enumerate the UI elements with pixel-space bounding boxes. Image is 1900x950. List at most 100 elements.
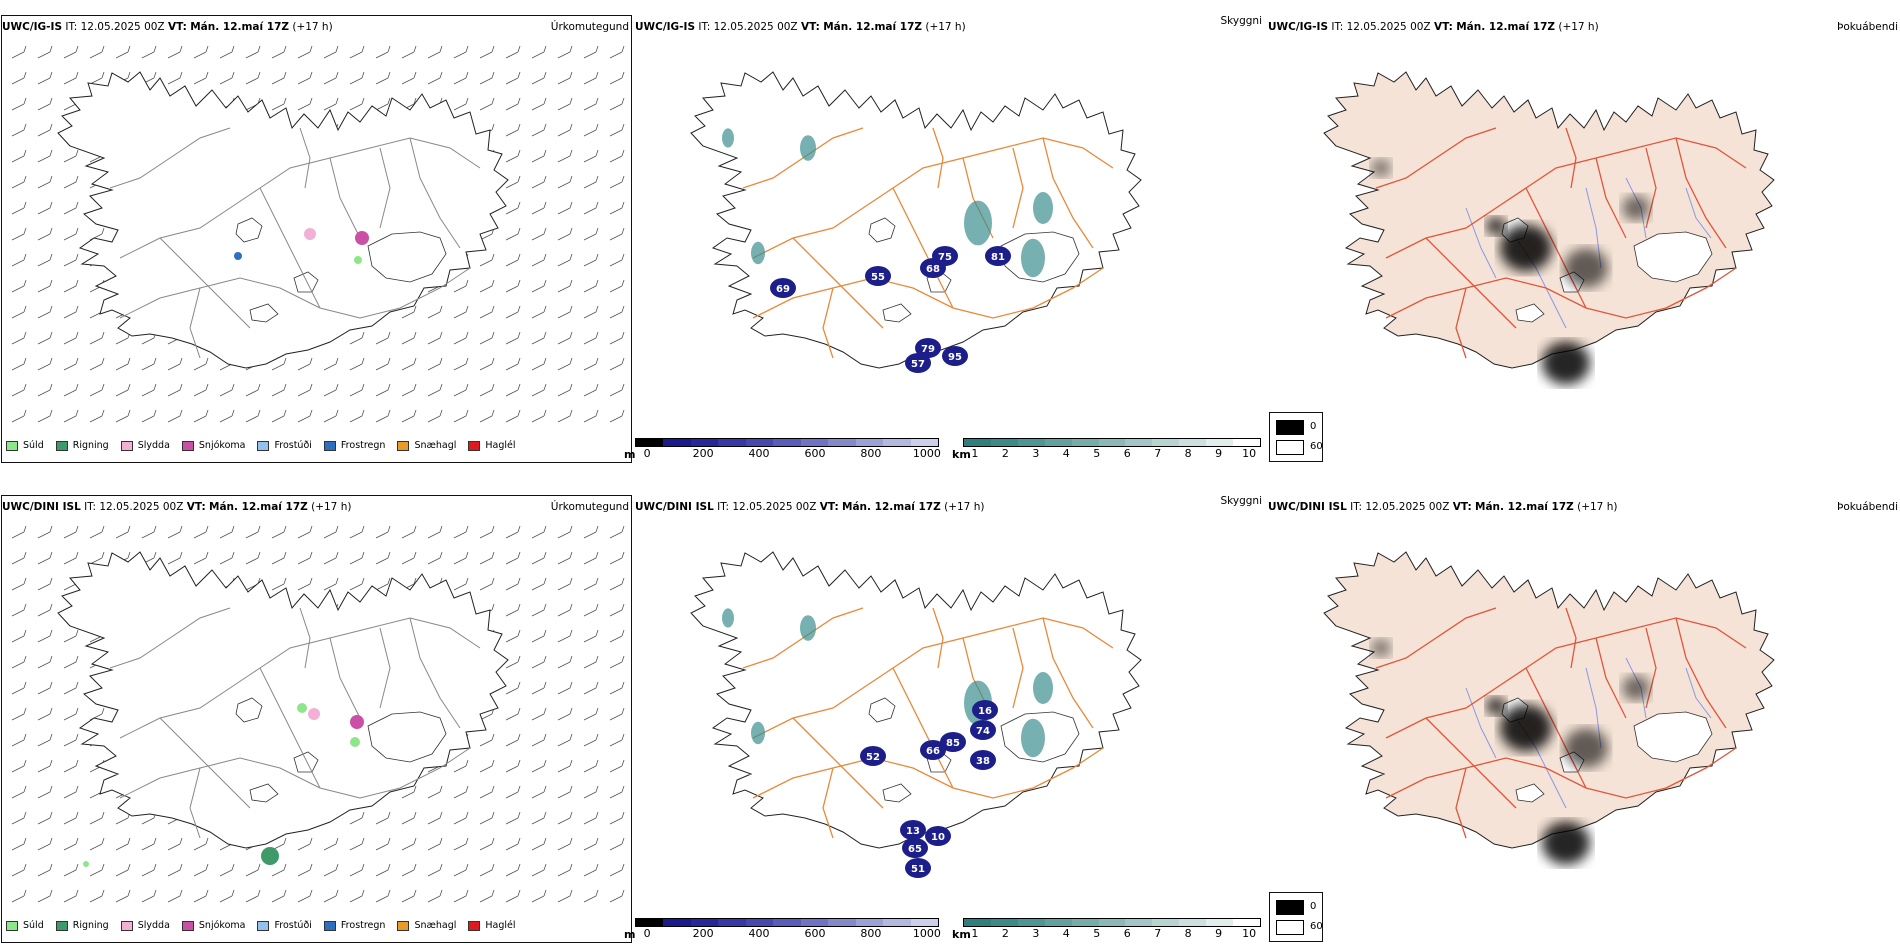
precip-panel-frame [1,15,632,463]
colorbar-segment [855,439,884,446]
road [892,667,954,789]
wind-barb [37,357,53,371]
wind-barb [583,201,599,215]
it-label: IT: [698,21,711,33]
legend-swatch [257,440,270,451]
precip-legend: Súld Rigning Slydda Snjókoma Frostúði Frostre… [6,920,516,931]
fog-title: Þokuábendi [1837,21,1898,33]
wind-barb [349,409,365,423]
road [259,667,321,789]
wind-barb [63,889,79,903]
wind-barb [297,97,313,111]
road [409,137,461,249]
road [119,267,471,319]
wind-barb [557,525,573,539]
wind-barb [375,97,391,111]
cloud-base-label: 81 [991,252,1005,263]
visibility-bar [963,438,1261,447]
wind-barb [609,123,625,137]
wind-barb [375,525,391,539]
road [379,627,391,709]
wind-barb [583,525,599,539]
road [1675,617,1727,729]
colorbar-tick: 4 [1062,927,1070,940]
glacier-outline [235,697,263,723]
wind-barb [427,525,443,539]
precip-legend: Súld Rigning Slydda Snjókoma Frostúði Frostre… [6,440,516,451]
fog-panel: UWC/DINI ISL IT: 12.05.2025 00Z VT: Mán.… [1266,480,1900,950]
wind-barb [453,97,469,111]
colorbar-tick: 600 [804,447,826,460]
precip-legend-item: Frostregn [323,440,385,451]
wind-barb [375,863,391,877]
low-cloud-patch [920,258,946,278]
wind-barb [401,837,417,851]
colorbar-unit: km [952,448,971,461]
wind-barb [609,357,625,371]
wind-barb [11,733,27,747]
it-label: IT: [84,501,97,513]
wind-barb [531,629,547,643]
wind-barb [531,889,547,903]
wind-barb [609,201,625,215]
colorbar-segment [1206,919,1234,926]
wind-barb [89,863,105,877]
wind-barb [427,811,443,825]
road [822,287,834,359]
visibility-patch [1033,192,1053,224]
wind-barb [11,577,27,591]
wind-barb [63,629,79,643]
glacier-outline [868,697,896,723]
precip-legend-item: Snæhagl [397,920,456,931]
cloud-base-label: 79 [921,344,935,355]
wind-barb [89,357,105,371]
wind-barb [271,525,287,539]
wind-barb [37,707,53,721]
legend-swatch [6,920,18,931]
vt-value: Mán. 12.maí 17Z [823,21,922,33]
wind-barb [375,811,391,825]
wind-barb [63,785,79,799]
colorbar-segment [964,919,991,926]
wind-barb [531,175,547,189]
colorbar-segment [1125,439,1153,446]
colorbar-segment [1017,439,1045,446]
low-cloud-patch [970,750,996,770]
wind-barb [89,811,105,825]
wind-barb [401,889,417,903]
fog-legend: 0 60 [1269,412,1323,462]
legend-label: Súld [23,920,44,931]
wind-barb [37,409,53,423]
glacier-outline [367,711,447,763]
wind-barb [505,383,521,397]
wind-barb [505,525,521,539]
visibility-colorbar: 1 2 3 4 5 6 7 8 9 10 km [952,918,1261,941]
wind-barb [427,71,443,85]
model-name: UWC/DINI ISL [2,501,81,513]
wind-barb [11,837,27,851]
wind-barb [609,629,625,643]
wind-barb [37,785,53,799]
wind-barb [609,577,625,591]
wind-barb [193,71,209,85]
legend-label: Rigning [72,440,109,451]
legend-label: Frostregn [340,920,386,931]
wind-barb [297,577,313,591]
road [1425,717,1517,809]
wind-barb [505,759,521,773]
it-value: 12.05.2025 00Z [713,21,798,33]
wind-barb [609,811,625,825]
wind-barb [63,71,79,85]
wind-barb [479,383,495,397]
wind-barb [453,279,469,293]
wind-barb [63,279,79,293]
wind-barb [401,785,417,799]
wind-barb [11,629,27,643]
cloud-base-label: 65 [908,844,922,855]
wind-barb [141,409,157,423]
visibility-patch [800,615,816,641]
it-value: 12.05.2025 00Z [1365,501,1450,513]
wind-barb [557,551,573,565]
wind-barb [11,71,27,85]
wind-barb [531,681,547,695]
